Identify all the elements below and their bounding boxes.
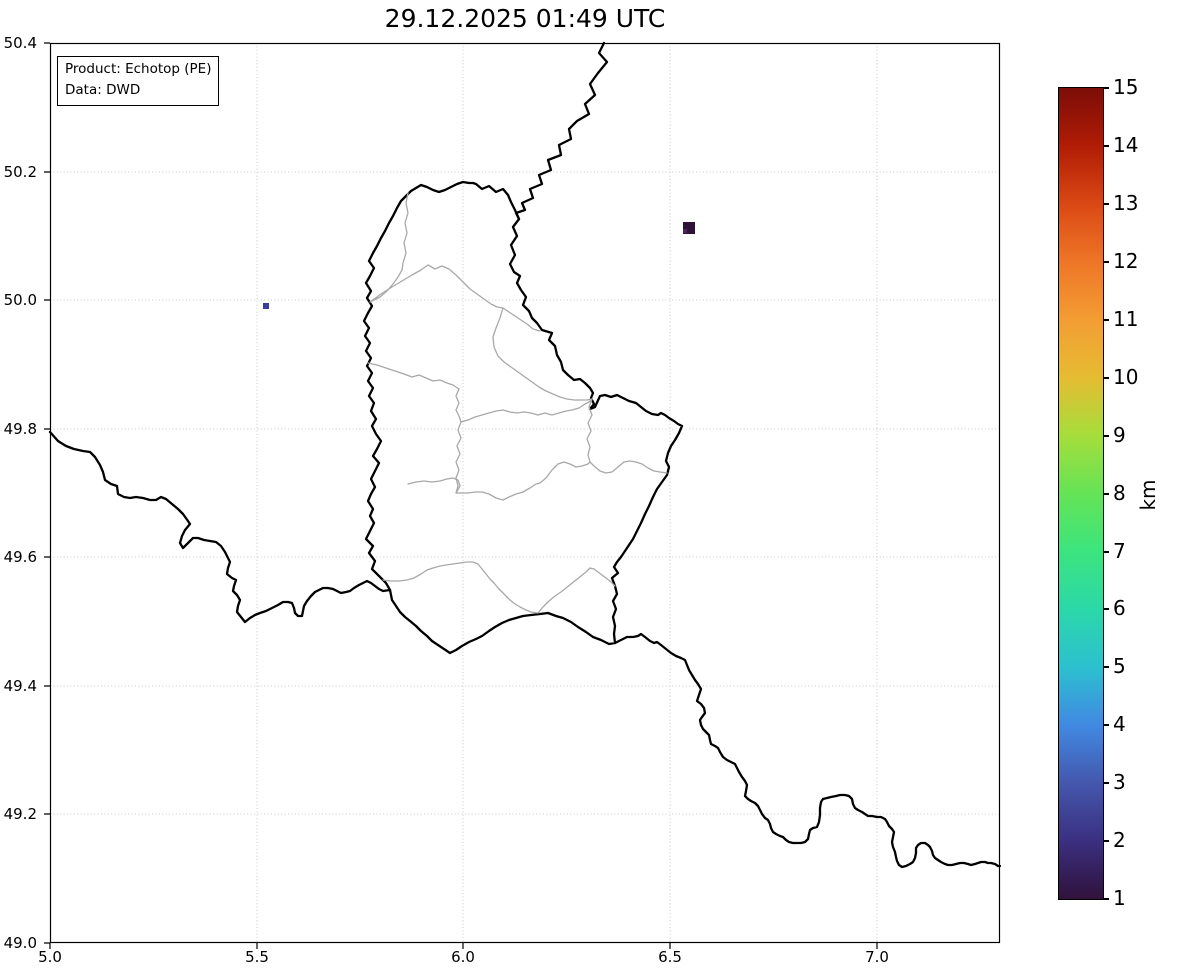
y-tick-label: 49.2 xyxy=(3,805,37,823)
colorbar-label: 8 xyxy=(1113,481,1126,505)
colorbar-label: 12 xyxy=(1113,249,1139,273)
colorbar-tick xyxy=(1103,377,1109,379)
y-tick-label: 50.2 xyxy=(3,163,37,181)
colorbar-label: 3 xyxy=(1113,770,1126,794)
colorbar-tick xyxy=(1103,551,1109,553)
colorbar-tick xyxy=(1103,261,1109,263)
colorbar-tick xyxy=(1103,319,1109,321)
colorbar-label: 15 xyxy=(1113,75,1139,99)
product-info-box: Product: Echotop (PE) Data: DWD xyxy=(57,56,220,106)
colorbar-tick xyxy=(1103,493,1109,495)
x-tick-label: 7.0 xyxy=(865,948,889,966)
colorbar-tick xyxy=(1103,608,1109,610)
plot-title: 29.12.2025 01:49 UTC xyxy=(384,4,666,33)
radar-cell-small xyxy=(263,303,269,309)
y-tick-label: 50.0 xyxy=(3,291,37,309)
colorbar-label: 6 xyxy=(1113,596,1126,620)
colorbar-label: 14 xyxy=(1113,133,1139,157)
colorbar-tick xyxy=(1103,724,1109,726)
y-tick-label: 49.0 xyxy=(3,934,37,952)
product-label: Product: Echotop (PE) xyxy=(65,61,212,77)
colorbar-gradient xyxy=(1058,87,1104,900)
colorbar-tick xyxy=(1103,898,1109,900)
axes-frame xyxy=(49,42,1001,944)
canton-borders xyxy=(367,192,668,614)
y-tick-label: 50.4 xyxy=(3,34,37,52)
colorbar-tick xyxy=(1103,145,1109,147)
x-tick-label: 5.0 xyxy=(38,948,62,966)
axis-tick-marks xyxy=(44,42,878,949)
data-source-label: Data: DWD xyxy=(65,81,141,98)
colorbar-label: 9 xyxy=(1113,423,1126,447)
map-canvas xyxy=(44,41,1002,949)
border-luxembourg xyxy=(362,180,684,655)
colorbar-tick xyxy=(1103,666,1109,668)
colorbar-label: 5 xyxy=(1113,654,1126,678)
x-tick-label: 5.5 xyxy=(245,948,269,966)
colorbar-tick xyxy=(1103,203,1109,205)
y-tick-label: 49.6 xyxy=(3,548,37,566)
colorbar-label: 4 xyxy=(1113,712,1126,736)
x-tick-label: 6.0 xyxy=(451,948,475,966)
y-tick-label: 49.8 xyxy=(3,420,37,438)
colorbar-label: 13 xyxy=(1113,191,1139,215)
border-france-germany xyxy=(613,632,1002,869)
border-france-belgium xyxy=(48,430,392,624)
colorbar-label: 7 xyxy=(1113,539,1126,563)
colorbar-tick xyxy=(1103,840,1109,842)
colorbar-tick xyxy=(1103,782,1109,784)
x-tick-label: 6.5 xyxy=(658,948,682,966)
colorbar-label: 11 xyxy=(1113,307,1139,331)
colorbar-axis-label: km xyxy=(1136,479,1160,511)
colorbar-tick xyxy=(1103,87,1109,89)
border-belgium-germany xyxy=(514,41,609,221)
colorbar-label: 2 xyxy=(1113,828,1126,852)
gridlines xyxy=(50,43,1000,943)
colorbar-tick xyxy=(1103,435,1109,437)
y-tick-label: 49.4 xyxy=(3,677,37,695)
radar-cell-large-lowlight xyxy=(683,229,687,233)
colorbar-label: 1 xyxy=(1113,886,1126,910)
colorbar-label: 10 xyxy=(1113,365,1139,389)
